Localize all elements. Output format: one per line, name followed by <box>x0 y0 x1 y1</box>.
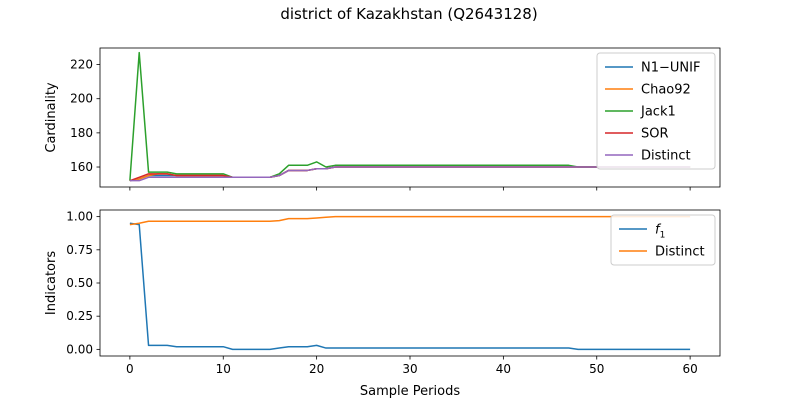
y-tick-label: 0.00 <box>66 342 93 356</box>
y-axis-label: Indicators <box>44 251 59 315</box>
y-tick-label: 160 <box>70 160 93 174</box>
x-tick-label: 40 <box>496 362 511 376</box>
legend-label-distinct: Distinct <box>655 245 705 260</box>
legend-box <box>596 52 716 170</box>
x-tick-label: 30 <box>402 362 417 376</box>
legend: f1 Distinct <box>610 214 716 266</box>
legend: N1−UNIF Chao92 Jack1 SOR Distinct <box>596 52 716 170</box>
cardinality-panel: 160 180 200 220 Cardinality N1−UNIF Chao92 Jack… <box>44 47 721 191</box>
series-line-f1 <box>129 222 691 351</box>
x-tick-label: 0 <box>126 362 134 376</box>
x-axis-label: Sample Periods <box>360 384 460 399</box>
series-line-jack1 <box>129 51 691 181</box>
indicators-panel: 0.00 0.25 0.50 0.75 1.00 0 10 20 30 40 50 60 Indicat… <box>44 209 721 399</box>
y-tick-label: 0.50 <box>66 276 93 290</box>
y-tick-label: 180 <box>70 126 93 140</box>
legend-label-n1-unif: N1−UNIF <box>641 61 700 76</box>
x-tick-label: 10 <box>216 362 231 376</box>
y-tick-label: 200 <box>70 92 93 106</box>
y-tick-label: 0.25 <box>66 309 93 323</box>
x-tick-label: 50 <box>589 362 604 376</box>
legend-label-jack1: Jack1 <box>640 105 676 120</box>
y-tick-label: 1.00 <box>66 210 93 224</box>
y-tick-label: 0.75 <box>66 243 93 257</box>
x-tick-label: 60 <box>682 362 697 376</box>
legend-label-sor: SOR <box>641 127 669 142</box>
series-line-distinct <box>129 215 691 226</box>
x-tick-label: 20 <box>309 362 324 376</box>
y-tick-label: 220 <box>70 58 93 72</box>
y-axis-label: Cardinality <box>44 82 59 153</box>
legend-label-chao92: Chao92 <box>641 83 691 98</box>
legend-box <box>610 214 716 266</box>
legend-label-f1: f1 <box>655 223 665 241</box>
series-line-distinct <box>129 166 691 182</box>
legend-label-distinct: Distinct <box>641 149 691 164</box>
figure-title: district of Kazakhstan (Q2643128) <box>280 5 537 23</box>
